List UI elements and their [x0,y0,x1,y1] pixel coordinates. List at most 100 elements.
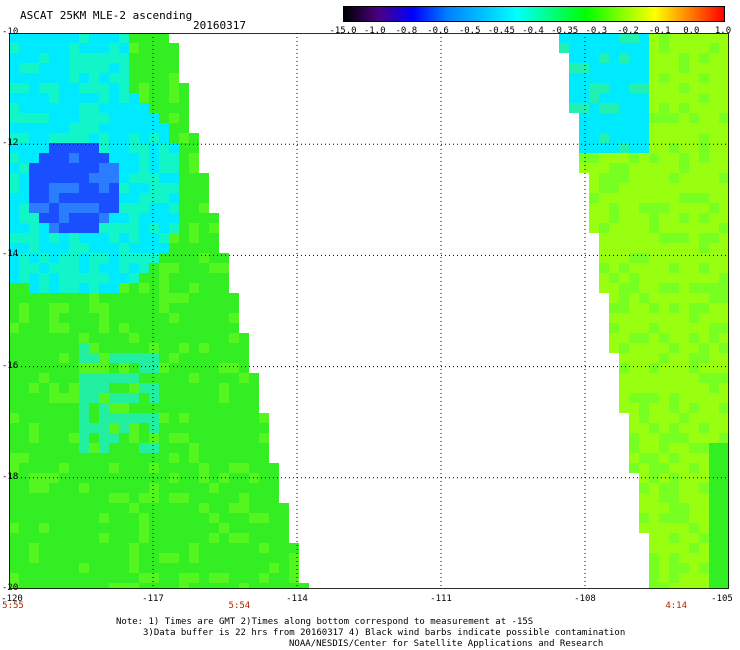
swath-cell [719,73,729,83]
swath-cell [199,213,209,223]
swath-cell [249,423,259,433]
swath-cell [129,283,139,293]
swath-cell [139,323,149,333]
swath-cell [259,493,269,503]
swath-cell [689,543,699,553]
swath-cell [229,533,239,543]
swath-cell [679,103,689,113]
swath-cell [109,133,119,143]
swath-cell [699,363,709,373]
swath-cell [619,293,629,303]
swath-cell [129,463,139,473]
swath-cell [39,473,49,483]
swath-cell [609,33,619,43]
swath-cell [159,313,169,323]
swath-cell [259,413,269,423]
swath-cell [169,133,179,143]
swath-cell [19,83,29,93]
swath-cell [689,353,699,363]
swath-cell [29,453,39,463]
swath-cell [129,413,139,423]
swath-cell [699,133,709,143]
swath-cell [719,483,729,493]
swath-cell [219,323,229,333]
swath-cell [79,303,89,313]
swath-cell [79,243,89,253]
swath-cell [49,373,59,383]
swath-cell [69,263,79,273]
swath-cell [29,303,39,313]
swath-cell [189,293,199,303]
swath-cell [219,543,229,553]
swath-cell [159,33,169,43]
swath-cell [189,253,199,263]
swath-cell [209,443,219,453]
swath-cell [139,463,149,473]
swath-cell [59,313,69,323]
swath-cell [39,503,49,513]
swath-cell [709,453,719,463]
swath-cell [9,273,19,283]
swath-cell [649,263,659,273]
swath-cell [89,293,99,303]
swath-cell [89,193,99,203]
swath-cell [619,323,629,333]
swath-cell [129,453,139,463]
swath-cell [29,233,39,243]
swath-cell [709,243,719,253]
swath-cell [629,43,639,53]
swath-cell [59,203,69,213]
swath-cell [269,533,279,543]
swath-cell [709,573,719,583]
swath-cell [39,73,49,83]
swath-cell [9,303,19,313]
swath-cell [619,163,629,173]
swath-cell [199,173,209,183]
swath-cell [609,293,619,303]
swath-cell [159,363,169,373]
swath-cell [219,513,229,523]
swath-cell [239,473,249,483]
swath-cell [239,403,249,413]
swath-cell [99,113,109,123]
swath-cell [689,583,699,589]
swath-cell [49,523,59,533]
swath-cell [139,243,149,253]
swath-cell [619,313,629,323]
swath-cell [719,333,729,343]
swath-cell [99,323,109,333]
swath-cell [69,373,79,383]
swath-cell [59,473,69,483]
swath-cell [179,463,189,473]
swath-cell [79,443,89,453]
swath-cell [669,123,679,133]
swath-cell [139,433,149,443]
swath-cell [669,453,679,463]
swath-cell [239,503,249,513]
swath-cell [659,523,669,533]
swath-cell [669,563,679,573]
swath-cell [149,283,159,293]
swath-cell [169,253,179,263]
swath-cell [629,413,639,423]
swath-cell [149,543,159,553]
swath-cell [719,343,729,353]
swath-cell [229,363,239,373]
swath-cell [579,123,589,133]
swath-cell [129,523,139,533]
swath-cell [119,553,129,563]
swath-cell [709,283,719,293]
swath-cell [639,523,649,533]
swath-cell [159,193,169,203]
swath-cell [49,333,59,343]
swath-cell [109,543,119,553]
swath-cell [29,153,39,163]
swath-cell [709,83,719,93]
swath-cell [579,113,589,123]
swath-cell [79,273,89,283]
swath-cell [719,383,729,393]
swath-cell [699,273,709,283]
swath-cell [69,33,79,43]
swath-cell [719,163,729,173]
swath-cell [719,443,729,453]
